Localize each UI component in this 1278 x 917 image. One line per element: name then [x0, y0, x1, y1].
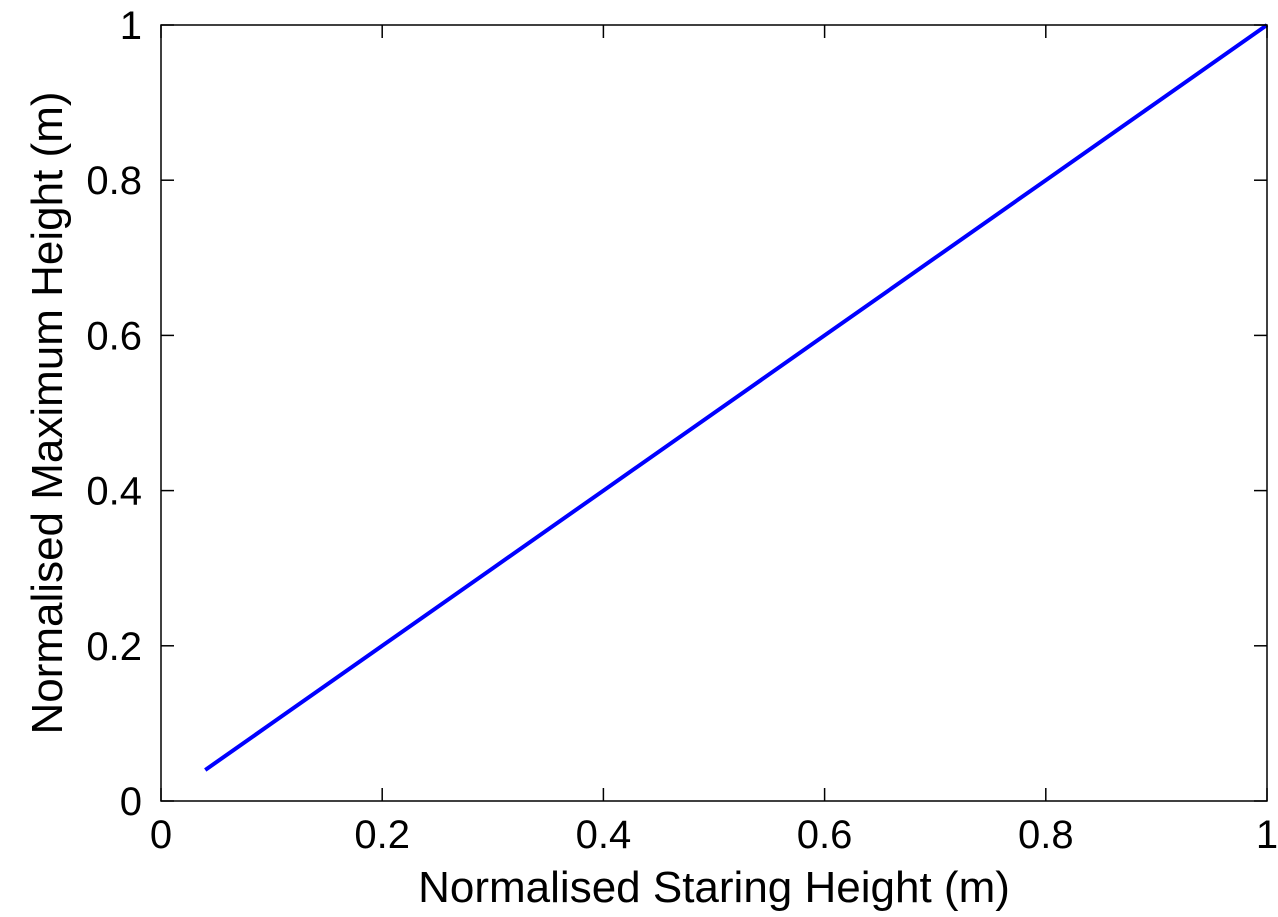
- y-axis-label: Normalised Maximum Height (m): [23, 91, 72, 734]
- y-tick-label: 0.6: [86, 314, 142, 358]
- y-tick-label: 0.8: [86, 159, 142, 203]
- x-tick-label: 0.8: [1018, 813, 1074, 857]
- y-tick-label: 1: [120, 4, 142, 48]
- y-tick-label: 0: [120, 780, 142, 824]
- series-line-0: [204, 23, 1269, 772]
- plot-frame: [160, 24, 1268, 802]
- x-tick-label: 0.4: [576, 813, 632, 857]
- series-layer: [204, 23, 1269, 772]
- x-tick-label: 0: [150, 813, 172, 857]
- y-tick-label: 0.2: [86, 625, 142, 669]
- x-tick-label: 0.6: [797, 813, 853, 857]
- x-tick-label: 0.2: [354, 813, 410, 857]
- x-axis-label: Normalised Staring Height (m): [418, 863, 1010, 912]
- x-tick-label: 1: [1256, 813, 1278, 857]
- ticks-layer: [160, 24, 1268, 802]
- tick-labels-layer: 0 0.2 0.4 0.6 0.8 1 0 0.2 0.4 0.6 0.8 1: [86, 4, 1278, 857]
- y-tick-label: 0.4: [86, 470, 142, 514]
